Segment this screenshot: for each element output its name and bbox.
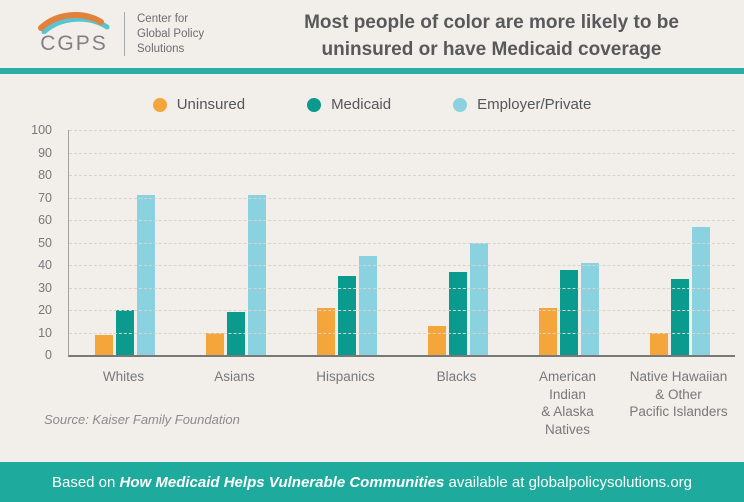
x-axis-labels: Whites Asians Hispanics Blacks American Indi…: [68, 368, 734, 438]
bar-uninsured: [94, 334, 113, 355]
bar-uninsured: [427, 325, 446, 355]
chart-legend: Uninsured Medicaid Employer/Private: [0, 96, 744, 113]
bar-employer-private: [469, 242, 488, 355]
y-axis-tick-labels: 0 10 20 30 40 50 60 70 80 90 100: [0, 123, 60, 362]
gridline-30: [69, 287, 735, 289]
legend-label: Uninsured: [176, 96, 246, 113]
chart-title: Most people of color are more likely to …: [304, 12, 679, 60]
y-tick-label: 70: [38, 190, 52, 205]
x-axis-label: Hispanics: [316, 369, 375, 384]
gridline-40: [69, 265, 735, 266]
y-tick-label: 100: [31, 123, 52, 137]
bar-uninsured: [649, 332, 668, 355]
bar-uninsured: [316, 307, 335, 355]
gridline-50: [69, 242, 735, 244]
footer-suffix: available at globalpolicysolutions.org: [444, 473, 693, 491]
gridline-20: [69, 310, 735, 311]
y-tick-label: 40: [38, 258, 52, 272]
bar-uninsured: [538, 307, 557, 355]
x-axis-label: Whites: [102, 369, 145, 384]
logo-swoosh-icon: [38, 12, 110, 35]
bar-employer-private: [580, 262, 599, 355]
bar-group-american-indian-alaska-natives: [538, 130, 599, 355]
x-axis-label: Blacks: [436, 369, 477, 384]
bar-group-asians: [205, 130, 266, 355]
bar-group-whites: [94, 130, 155, 355]
bar-employer-private: [358, 256, 377, 355]
y-tick-label: 60: [38, 213, 52, 227]
logo-divider: [124, 12, 125, 57]
legend-item-medicaid: Medicaid: [307, 96, 391, 113]
legend-label: Employer/Private: [477, 96, 592, 113]
legend-item-employer-private: Employer/Private: [453, 96, 591, 113]
source-note: Source: Kaiser Family Foundation: [44, 412, 240, 427]
bar-employer-private: [136, 195, 155, 355]
y-tick-label: 20: [38, 303, 52, 317]
gridline-100: [69, 130, 735, 131]
bar-medicaid: [226, 312, 245, 355]
legend-label: Medicaid: [331, 96, 392, 113]
legend-dot-employer-private-icon: [453, 97, 468, 112]
logo-org-name: Center for Global Policy Solutions: [137, 13, 205, 55]
gridline-70: [69, 197, 735, 199]
x-axis-label: Native Hawaiian & Other Pacific Islander…: [629, 369, 728, 420]
bar-group-blacks: [427, 130, 488, 355]
bar-employer-private: [247, 195, 266, 355]
y-tick-label: 0: [45, 348, 52, 362]
x-axis-label: Asians: [214, 369, 255, 384]
legend-dot-uninsured-icon: [152, 97, 167, 112]
footer-bar: Based on How Medicaid Helps Vulnerable C…: [0, 462, 744, 502]
bar-group-native-hawaiian-other-pacific-islanders: [649, 130, 710, 355]
plot-area: [68, 130, 735, 357]
y-tick-label: 30: [38, 280, 52, 295]
legend-item-uninsured: Uninsured: [152, 96, 246, 113]
bar-medicaid: [670, 278, 689, 355]
bar-medicaid: [337, 276, 356, 355]
logo-acronym: CGPS: [40, 32, 108, 56]
bar-uninsured: [205, 332, 224, 355]
bar-group-hispanics: [316, 130, 377, 355]
bar-employer-private: [691, 226, 710, 355]
footer-work-title: How Medicaid Helps Vulnerable Communitie…: [119, 473, 445, 491]
gridline-60: [69, 220, 735, 221]
footer-prefix: Based on: [51, 473, 120, 491]
y-tick-label: 90: [38, 145, 52, 160]
legend-dot-medicaid-icon: [307, 97, 322, 112]
header-divider-band: [0, 68, 744, 74]
cgps-logo: CGPS Center for Global Policy Solutions: [38, 12, 204, 57]
y-tick-label: 80: [38, 168, 52, 182]
gridline-90: [69, 152, 735, 154]
x-axis-label: American Indian & Alaska Natives: [538, 369, 597, 437]
gridline-80: [69, 175, 735, 176]
bar-medicaid: [559, 269, 578, 355]
y-tick-label: 50: [38, 235, 52, 250]
bar-groups: [69, 130, 735, 355]
footer-text: Based on How Medicaid Helps Vulnerable C…: [52, 474, 692, 491]
gridline-10: [69, 332, 735, 334]
bar-medicaid: [448, 271, 467, 355]
y-tick-label: 10: [38, 325, 52, 340]
